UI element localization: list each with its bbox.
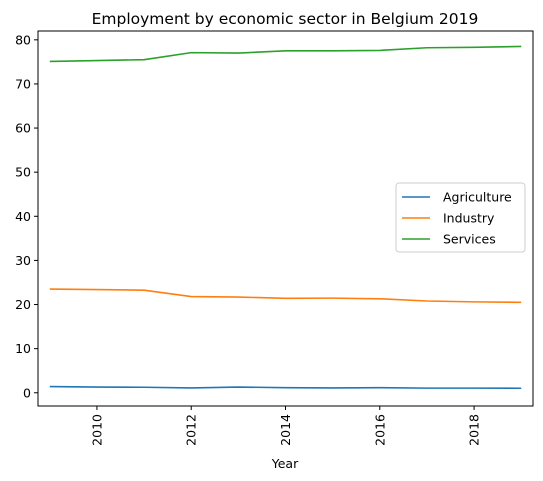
series-line-industry <box>50 289 521 302</box>
x-tick-label: 2018 <box>467 414 482 446</box>
y-tick-label: 10 <box>15 341 31 356</box>
legend-label-services: Services <box>443 232 496 247</box>
y-tick-label: 40 <box>15 209 31 224</box>
legend-label-industry: Industry <box>443 211 495 226</box>
x-tick-label: 2010 <box>89 414 104 446</box>
x-tick-label: 2014 <box>278 414 293 446</box>
y-tick-label: 50 <box>15 165 31 180</box>
x-tick-label: 2016 <box>372 414 387 446</box>
y-tick-label: 60 <box>15 121 31 136</box>
y-axis: 0 10 20 30 40 50 60 70 80 <box>15 32 38 400</box>
legend: Agriculture Industry Services <box>396 183 525 252</box>
y-tick-label: 20 <box>15 297 31 312</box>
y-tick-label: 0 <box>23 385 31 400</box>
series-line-services <box>50 46 521 61</box>
y-tick-label: 30 <box>15 253 31 268</box>
legend-label-agriculture: Agriculture <box>443 190 512 205</box>
chart-title: Employment by economic sector in Belgium… <box>92 10 479 28</box>
series-line-agriculture <box>50 387 521 389</box>
x-tick-label: 2012 <box>184 414 199 446</box>
y-tick-label: 80 <box>15 32 31 47</box>
x-axis-label: Year <box>271 456 299 471</box>
x-axis: 2010 2012 2014 2016 2018 <box>89 406 481 446</box>
y-tick-label: 70 <box>15 76 31 91</box>
